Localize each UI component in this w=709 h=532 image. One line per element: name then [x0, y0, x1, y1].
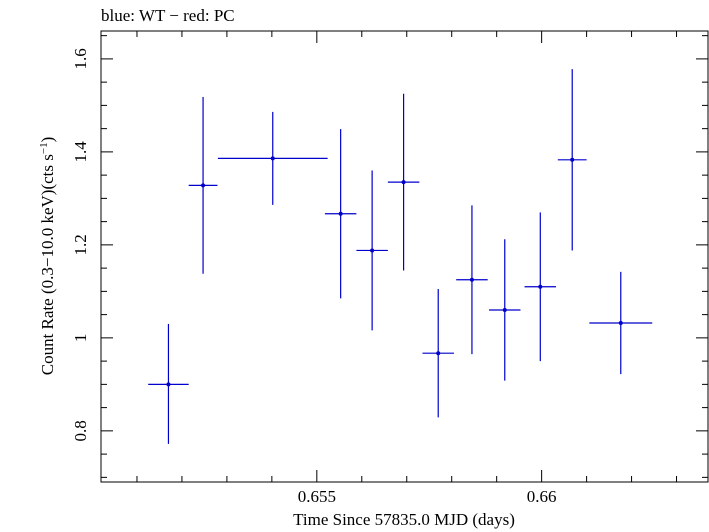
data-point	[324, 129, 357, 299]
data-point	[148, 323, 189, 444]
y-tick-label: 1.4	[71, 141, 90, 163]
data-point	[356, 170, 388, 331]
y-tick-label: 0.8	[71, 420, 90, 441]
point-marker	[436, 351, 441, 356]
plot-frame	[100, 30, 709, 483]
point-marker	[538, 284, 543, 289]
point-marker	[469, 277, 474, 282]
y-tick-label: 1.2	[71, 234, 90, 255]
point-marker	[270, 156, 275, 161]
data-point	[188, 97, 218, 274]
point-marker	[370, 248, 375, 253]
point-marker	[618, 320, 623, 325]
x-tick-label: 0.655	[298, 487, 336, 506]
data-point	[422, 289, 454, 418]
point-marker	[401, 180, 406, 185]
data-point	[456, 205, 488, 355]
data-point	[217, 111, 328, 205]
point-marker	[201, 183, 206, 188]
data-point	[524, 212, 557, 362]
y-axis-label-superscript: −1	[38, 142, 50, 154]
x-axis-ticks	[136, 31, 678, 482]
point-marker	[166, 382, 171, 387]
data-point	[489, 239, 521, 381]
x-tick-label: 0.66	[527, 487, 557, 506]
y-axis-label: Count Rate (0.3−10.0 keV)(cts s−1)	[38, 137, 57, 376]
x-axis-tick-labels: 0.655 0.66	[298, 487, 557, 506]
y-tick-label: 1.6	[71, 48, 90, 69]
y-axis-ticks	[101, 35, 708, 478]
chart-title: blue: WT − red: PC	[101, 6, 235, 25]
x-axis-label: Time Since 57835.0 MJD (days)	[293, 510, 515, 529]
y-axis-tick-labels: 0.8 1 1.2 1.4 1.6	[71, 48, 90, 441]
y-tick-label: 1	[71, 334, 90, 343]
data-point	[589, 271, 653, 375]
point-marker	[338, 211, 343, 216]
point-marker	[570, 157, 575, 162]
y-axis-label-main: Count Rate (0.3−10.0 keV)(cts s	[38, 154, 57, 375]
point-marker	[502, 307, 507, 312]
data-point	[557, 69, 587, 251]
data-points	[148, 69, 653, 444]
data-point	[387, 93, 420, 271]
y-axis-label-close: )	[38, 137, 57, 143]
